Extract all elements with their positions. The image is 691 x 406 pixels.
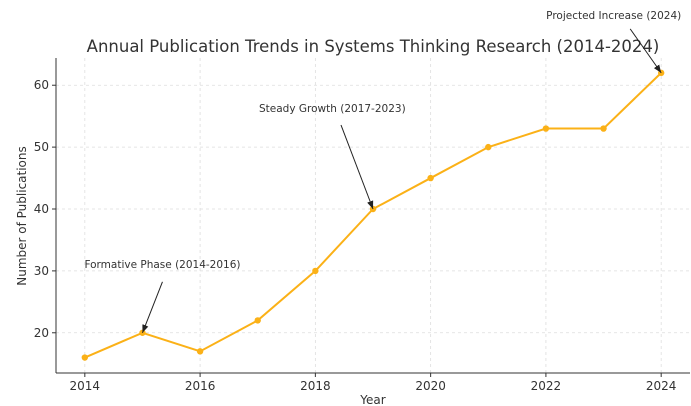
data-point [196, 348, 204, 355]
y-tick-label: 60 [34, 78, 49, 92]
series-line [84, 72, 662, 359]
y-tick-label: 50 [34, 140, 49, 154]
x-tick-label: 2018 [300, 379, 331, 393]
y-tick-label: 20 [34, 326, 49, 340]
data-point [657, 69, 665, 77]
y-axis-label: Number of Publications [15, 146, 29, 286]
x-tick-label: 2020 [415, 379, 446, 393]
data-point [427, 174, 434, 182]
x-tick-label: 2016 [185, 379, 216, 393]
data-point [254, 317, 261, 324]
x-tick-label: 2014 [70, 379, 101, 393]
y-tick-label: 40 [34, 202, 49, 216]
data-point [485, 143, 492, 151]
x-axis-label: Year [359, 393, 385, 406]
annotation-arrow [629, 28, 662, 74]
annotation-arrow [340, 124, 374, 210]
data-point [600, 125, 607, 132]
annotation: Projected Increase (2024) [546, 10, 681, 22]
data-point [81, 354, 89, 361]
chart-title: Annual Publication Trends in Systems Thi… [87, 37, 660, 56]
annotation-arrow [141, 281, 163, 333]
x-tick-label: 2022 [531, 379, 562, 393]
annotation: Steady Growth (2017-2023) [259, 103, 406, 115]
y-tick-label: 30 [34, 264, 49, 278]
data-point [542, 125, 550, 132]
x-tick-label: 2024 [646, 379, 677, 393]
data-point [312, 267, 319, 275]
annotation: Formative Phase (2014-2016) [84, 259, 240, 271]
